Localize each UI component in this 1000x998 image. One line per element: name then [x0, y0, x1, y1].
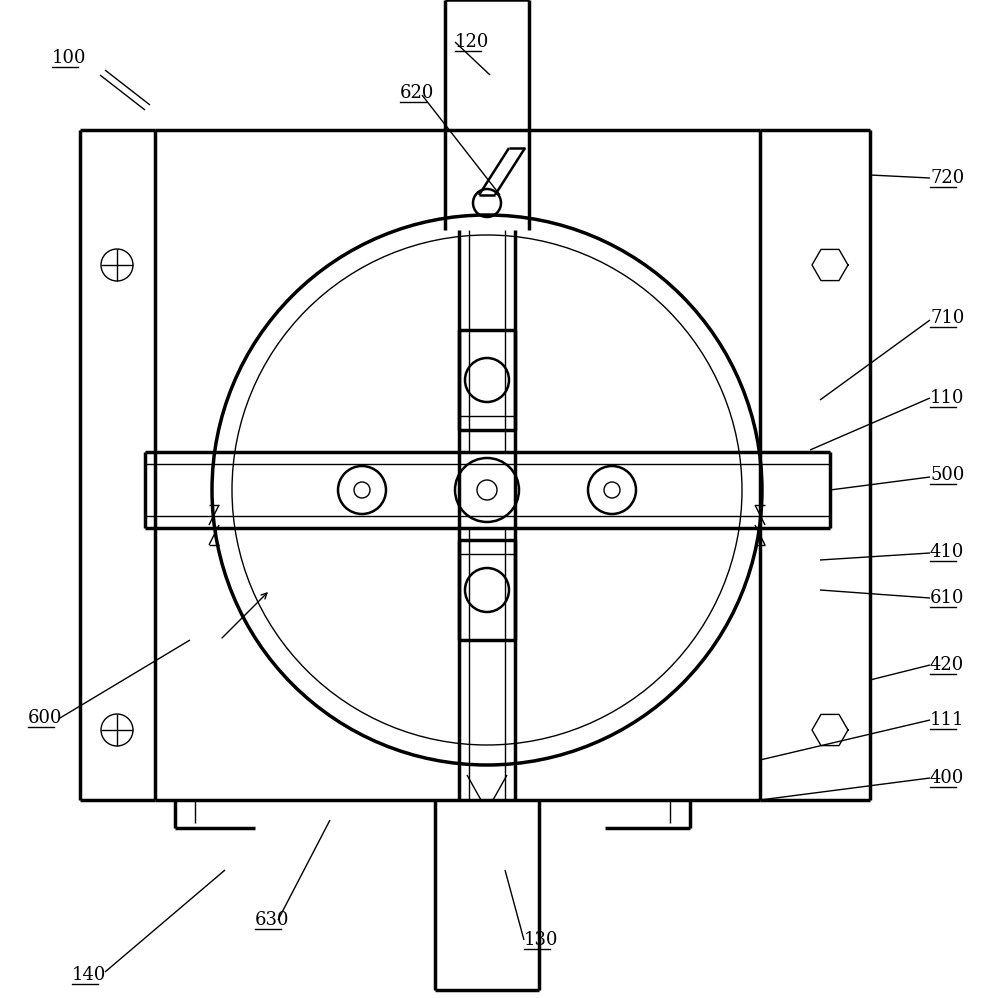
Text: 120: 120	[455, 33, 489, 51]
Text: 111: 111	[930, 711, 964, 729]
Text: 600: 600	[28, 709, 62, 727]
Text: 400: 400	[930, 769, 964, 787]
Text: 720: 720	[930, 169, 964, 187]
Text: 500: 500	[930, 466, 964, 484]
Text: 110: 110	[930, 389, 964, 407]
Text: 130: 130	[524, 931, 558, 949]
Text: 100: 100	[52, 49, 87, 67]
Text: 620: 620	[400, 84, 434, 102]
Text: 710: 710	[930, 309, 964, 327]
Text: 410: 410	[930, 543, 964, 561]
Text: 140: 140	[72, 966, 106, 984]
Text: 420: 420	[930, 656, 964, 674]
Text: 610: 610	[930, 589, 964, 607]
Text: 630: 630	[255, 911, 290, 929]
